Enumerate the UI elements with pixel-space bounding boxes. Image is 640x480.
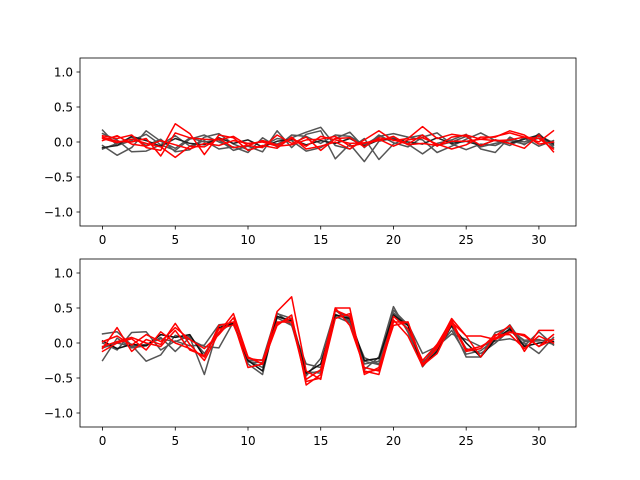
series-line-3 — [101, 132, 555, 154]
y-tick-label: −1.0 — [44, 205, 73, 219]
y-tick-label: −0.5 — [44, 371, 73, 385]
x-tick-label: 15 — [313, 233, 328, 247]
series-line-8 — [101, 312, 555, 383]
x-tick-label: 30 — [531, 233, 546, 247]
series-line-9 — [101, 307, 555, 381]
series-group — [101, 123, 555, 163]
y-tick-label: 0.5 — [54, 301, 73, 315]
subplot-1: 0 5 10 15 20 25 30 −1.0 −0.5 0.0 0.5 1.0 — [44, 57, 577, 247]
y-tick-label: 1.0 — [54, 65, 73, 79]
x-tick-label: 15 — [313, 434, 328, 448]
series-line-3 — [101, 309, 555, 377]
y-tick-label: 1.0 — [54, 266, 73, 280]
series-group — [101, 296, 555, 386]
x-tick-label: 10 — [240, 434, 255, 448]
series-line-9 — [101, 135, 555, 159]
y-tick-label: 0.5 — [54, 100, 73, 114]
y-tick-label: 0.0 — [54, 135, 73, 149]
x-tick-label: 30 — [531, 434, 546, 448]
x-tick-label: 25 — [459, 233, 474, 247]
subplot-2: 0 5 10 15 20 25 30 −1.0 −0.5 0.0 0.5 1.0 — [44, 258, 577, 448]
x-tick-label: 25 — [459, 434, 474, 448]
y-tick-label: 0.0 — [54, 336, 73, 350]
x-tick-label: 5 — [171, 233, 179, 247]
x-tick-label: 5 — [171, 434, 179, 448]
series-line-7 — [101, 309, 555, 386]
x-tick-label: 10 — [240, 233, 255, 247]
y-tick-label: −0.5 — [44, 170, 73, 184]
y-tick-label: −1.0 — [44, 406, 73, 420]
x-tick-label: 0 — [99, 233, 107, 247]
x-tick-label: 20 — [386, 434, 401, 448]
x-tick-label: 0 — [99, 434, 107, 448]
x-tick-label: 20 — [386, 233, 401, 247]
